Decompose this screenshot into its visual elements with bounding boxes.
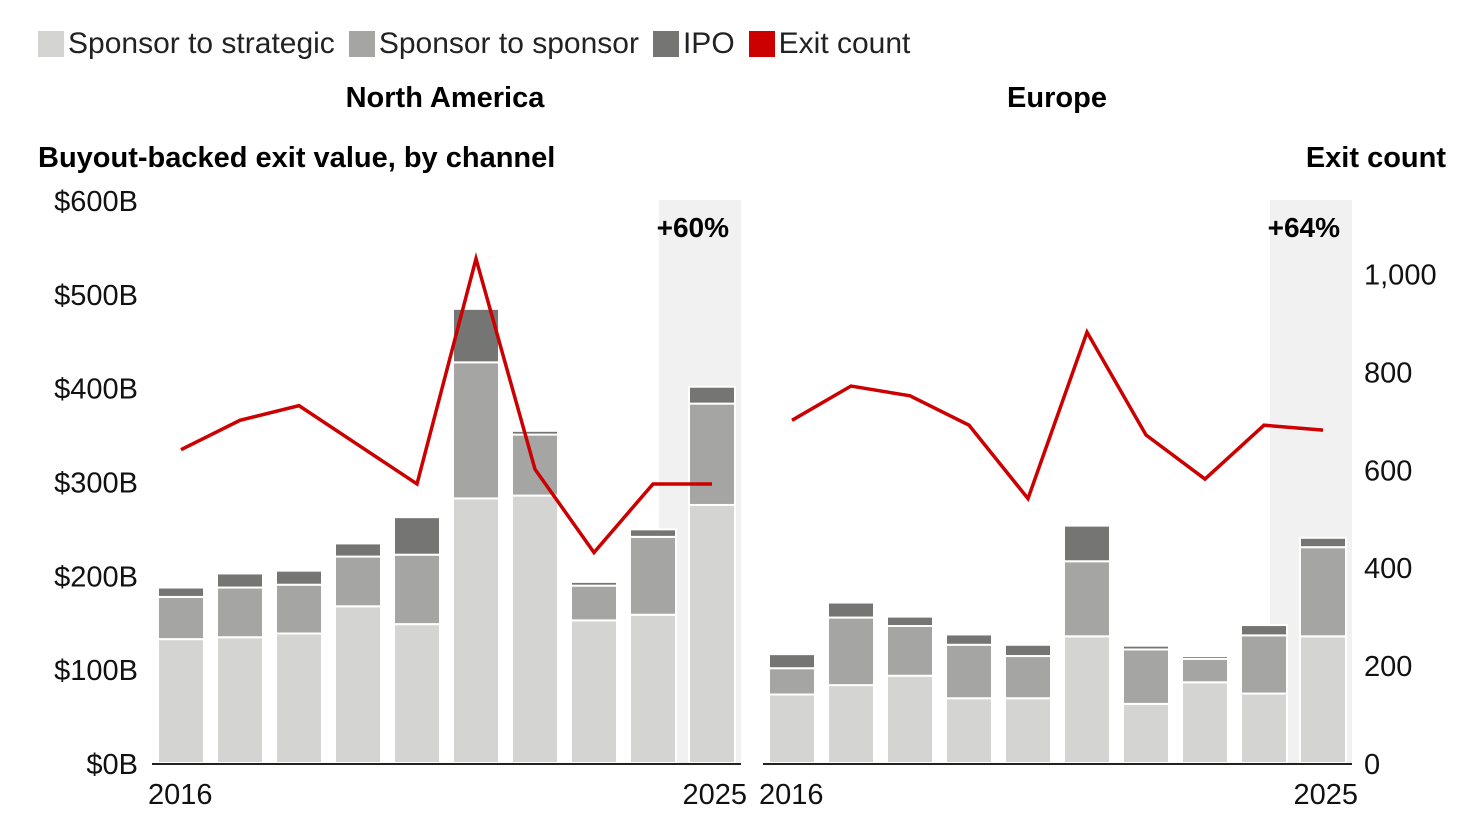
legend-item-ipo: IPO <box>652 27 735 61</box>
y2-tick-eu-3: 600 <box>1364 455 1412 487</box>
bar-eu-2024-sponsor-to-sponsor <box>1240 634 1288 695</box>
y-tick-na-2: $200B <box>54 561 138 593</box>
y-tick-na-6: $600B <box>54 186 138 218</box>
bar-eu-2023-ipo <box>1181 655 1229 660</box>
bar-na-2017-sponsor-to-sponsor <box>216 586 264 639</box>
bar-eu-2021-sponsor-to-strategic <box>1063 635 1111 765</box>
bar-eu-2019-sponsor-to-strategic <box>945 697 993 765</box>
bar-na-2020-ipo <box>393 516 441 556</box>
bar-na-2021-sponsor-to-strategic <box>452 497 500 764</box>
y2-tick-eu-1: 200 <box>1364 651 1412 683</box>
bar-na-2018-sponsor-to-strategic <box>275 632 323 765</box>
y-tick-na-3: $300B <box>54 468 138 500</box>
panel-title-europe: Europe <box>1007 82 1107 114</box>
legend-swatch-exit-count <box>748 31 775 57</box>
bar-eu-2016-sponsor-to-sponsor <box>768 667 816 696</box>
bar-eu-2016-ipo <box>768 653 816 670</box>
bar-eu-2025-sponsor-to-sponsor <box>1299 546 1347 638</box>
legend: Sponsor to strategic Sponsor to sponsor … <box>38 24 924 64</box>
left-axis-title: Buyout-backed exit value, by channel <box>38 142 556 174</box>
bar-eu-2022-ipo <box>1122 644 1170 651</box>
y2-tick-eu-5: 1,000 <box>1364 259 1437 291</box>
legend-label-sponsor-to-strategic: Sponsor to strategic <box>68 27 335 60</box>
bar-eu-2022-sponsor-to-sponsor <box>1122 648 1170 705</box>
bar-eu-2018-sponsor-to-strategic <box>886 674 934 764</box>
legend-item-sponsor-to-sponsor: Sponsor to sponsor <box>348 27 639 61</box>
bar-eu-2021-sponsor-to-sponsor <box>1063 560 1111 638</box>
legend-swatch-sponsor-to-strategic <box>38 31 64 57</box>
bar-eu-2019-ipo <box>945 633 993 646</box>
bar-eu-2024-ipo <box>1240 624 1288 637</box>
legend-swatch-sponsor-to-sponsor <box>348 31 375 57</box>
bar-eu-2025-ipo <box>1299 536 1347 549</box>
bar-eu-2019-sponsor-to-sponsor <box>945 643 993 700</box>
bar-na-2025-sponsor-to-strategic <box>688 503 736 764</box>
bar-na-2019-ipo <box>334 542 382 558</box>
x-tick-eu-last: 2025 <box>1293 779 1358 811</box>
bar-eu-2017-sponsor-to-sponsor <box>827 616 875 687</box>
exit-count-line-na <box>180 252 712 556</box>
bar-eu-2022-sponsor-to-strategic <box>1122 702 1170 765</box>
bar-eu-2024-sponsor-to-strategic <box>1240 692 1288 765</box>
x-tick-eu-first: 2016 <box>759 779 824 811</box>
legend-label-exit-count: Exit count <box>778 27 911 60</box>
bar-na-2019-sponsor-to-strategic <box>334 605 382 764</box>
bar-na-2016-sponsor-to-sponsor <box>157 595 205 641</box>
bar-na-2023-sponsor-to-strategic <box>570 619 618 765</box>
y-tick-na-5: $500B <box>54 280 138 312</box>
legend-label-sponsor-to-sponsor: Sponsor to sponsor <box>378 27 639 60</box>
legend-label-ipo: IPO <box>682 27 735 60</box>
bar-na-2022-sponsor-to-strategic <box>511 494 559 764</box>
y-tick-na-1: $100B <box>54 655 138 687</box>
bar-na-2018-sponsor-to-sponsor <box>275 583 323 635</box>
bar-na-2017-sponsor-to-strategic <box>216 636 264 764</box>
bar-na-2025-ipo <box>688 385 736 405</box>
bar-eu-2017-ipo <box>827 601 875 619</box>
x-tick-na-last: 2025 <box>682 779 747 811</box>
highlight-label-na: +60% <box>657 212 729 243</box>
bar-na-2023-ipo <box>570 580 618 587</box>
right-axis-title: Exit count <box>1305 142 1446 174</box>
bar-na-2016-sponsor-to-strategic <box>157 638 205 765</box>
exit-count-line-eu <box>791 328 1324 503</box>
y2-tick-eu-0: 0 <box>1364 749 1380 781</box>
y2-tick-eu-4: 800 <box>1364 357 1412 389</box>
panel-title-north-america: North America <box>345 82 545 114</box>
bar-eu-2020-sponsor-to-strategic <box>1004 697 1052 765</box>
bar-eu-2018-sponsor-to-sponsor <box>886 625 934 677</box>
bar-eu-2021-ipo <box>1063 524 1111 563</box>
y-tick-na-0: $0B <box>86 749 138 781</box>
legend-item-exit-count: Exit count <box>748 27 911 61</box>
bar-na-2024-sponsor-to-strategic <box>629 613 677 765</box>
bar-eu-2018-ipo <box>886 615 934 628</box>
bar-na-2016-ipo <box>157 586 205 598</box>
bar-na-2025-sponsor-to-sponsor <box>688 402 736 506</box>
x-tick-na-first: 2016 <box>148 779 213 811</box>
bar-na-2020-sponsor-to-strategic <box>393 623 441 764</box>
y-tick-na-4: $400B <box>54 374 138 406</box>
bar-na-2023-sponsor-to-sponsor <box>570 584 618 622</box>
bar-eu-2025-sponsor-to-strategic <box>1299 635 1347 765</box>
bar-na-2022-ipo <box>511 429 559 436</box>
y2-tick-eu-2: 400 <box>1364 553 1412 585</box>
highlight-label-eu: +64% <box>1268 212 1340 243</box>
bar-eu-2016-sponsor-to-strategic <box>768 693 816 764</box>
bar-na-2019-sponsor-to-sponsor <box>334 555 382 608</box>
bar-eu-2020-ipo <box>1004 643 1052 658</box>
bar-na-2020-sponsor-to-sponsor <box>393 553 441 626</box>
bar-na-2021-sponsor-to-sponsor <box>452 361 500 500</box>
legend-swatch-ipo <box>652 31 679 57</box>
bar-eu-2023-sponsor-to-sponsor <box>1181 657 1229 684</box>
bar-eu-2020-sponsor-to-sponsor <box>1004 655 1052 700</box>
bar-na-2017-ipo <box>216 572 264 589</box>
bar-eu-2017-sponsor-to-strategic <box>827 684 875 765</box>
bar-eu-2023-sponsor-to-strategic <box>1181 681 1229 765</box>
bar-na-2018-ipo <box>275 569 323 586</box>
legend-item-sponsor-to-strategic: Sponsor to strategic <box>38 27 335 61</box>
bar-na-2024-sponsor-to-sponsor <box>629 535 677 616</box>
bar-na-2024-ipo <box>629 528 677 538</box>
